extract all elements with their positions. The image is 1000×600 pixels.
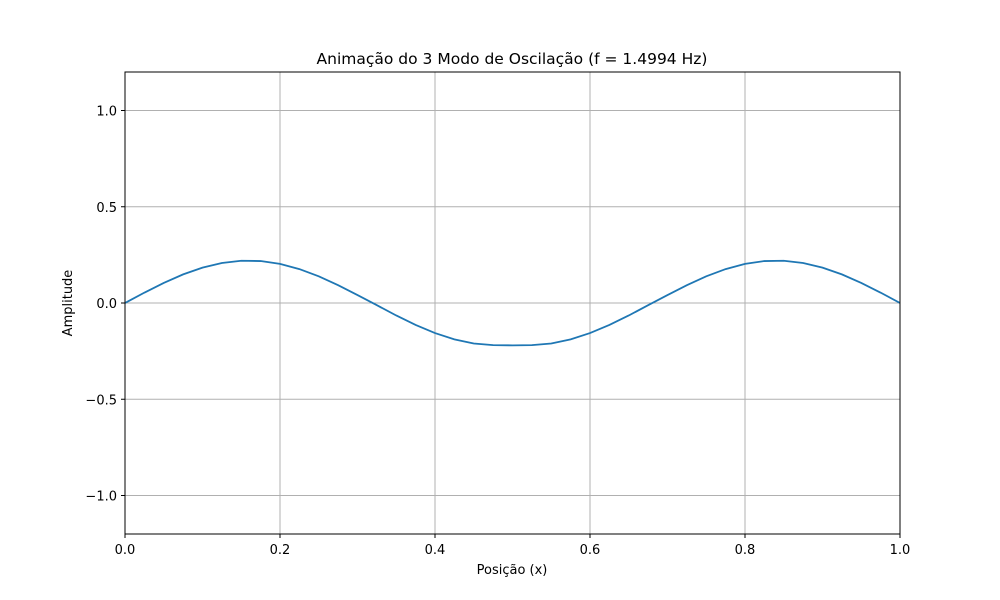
series-line xyxy=(124,259,901,347)
x-tick-label: 0.4 xyxy=(425,543,446,558)
series-layer xyxy=(124,259,901,347)
x-tick-label: 0.6 xyxy=(580,543,601,558)
y-tick-label: 0.5 xyxy=(96,201,117,216)
x-axis-ticks: 0.0 0.2 0.4 0.6 0.8 1.0 xyxy=(115,534,911,558)
y-tick-label: 1.0 xyxy=(96,105,117,120)
x-tick-label: 0.8 xyxy=(735,543,756,558)
x-tick-label: 1.0 xyxy=(890,543,911,558)
x-axis-label: Posição (x) xyxy=(477,563,548,578)
y-tick-label: 0.0 xyxy=(96,297,117,312)
x-tick-label: 0.0 xyxy=(115,543,136,558)
y-tick-label: −0.5 xyxy=(85,393,117,408)
chart-title: Animação do 3 Modo de Oscilação (f = 1.4… xyxy=(317,50,708,68)
y-axis-ticks: −1.0 −0.5 0.0 0.5 1.0 xyxy=(85,105,125,505)
grid xyxy=(124,72,901,534)
y-axis-label: Amplitude xyxy=(61,270,76,337)
x-tick-label: 0.2 xyxy=(270,543,291,558)
y-tick-label: −1.0 xyxy=(85,490,117,505)
